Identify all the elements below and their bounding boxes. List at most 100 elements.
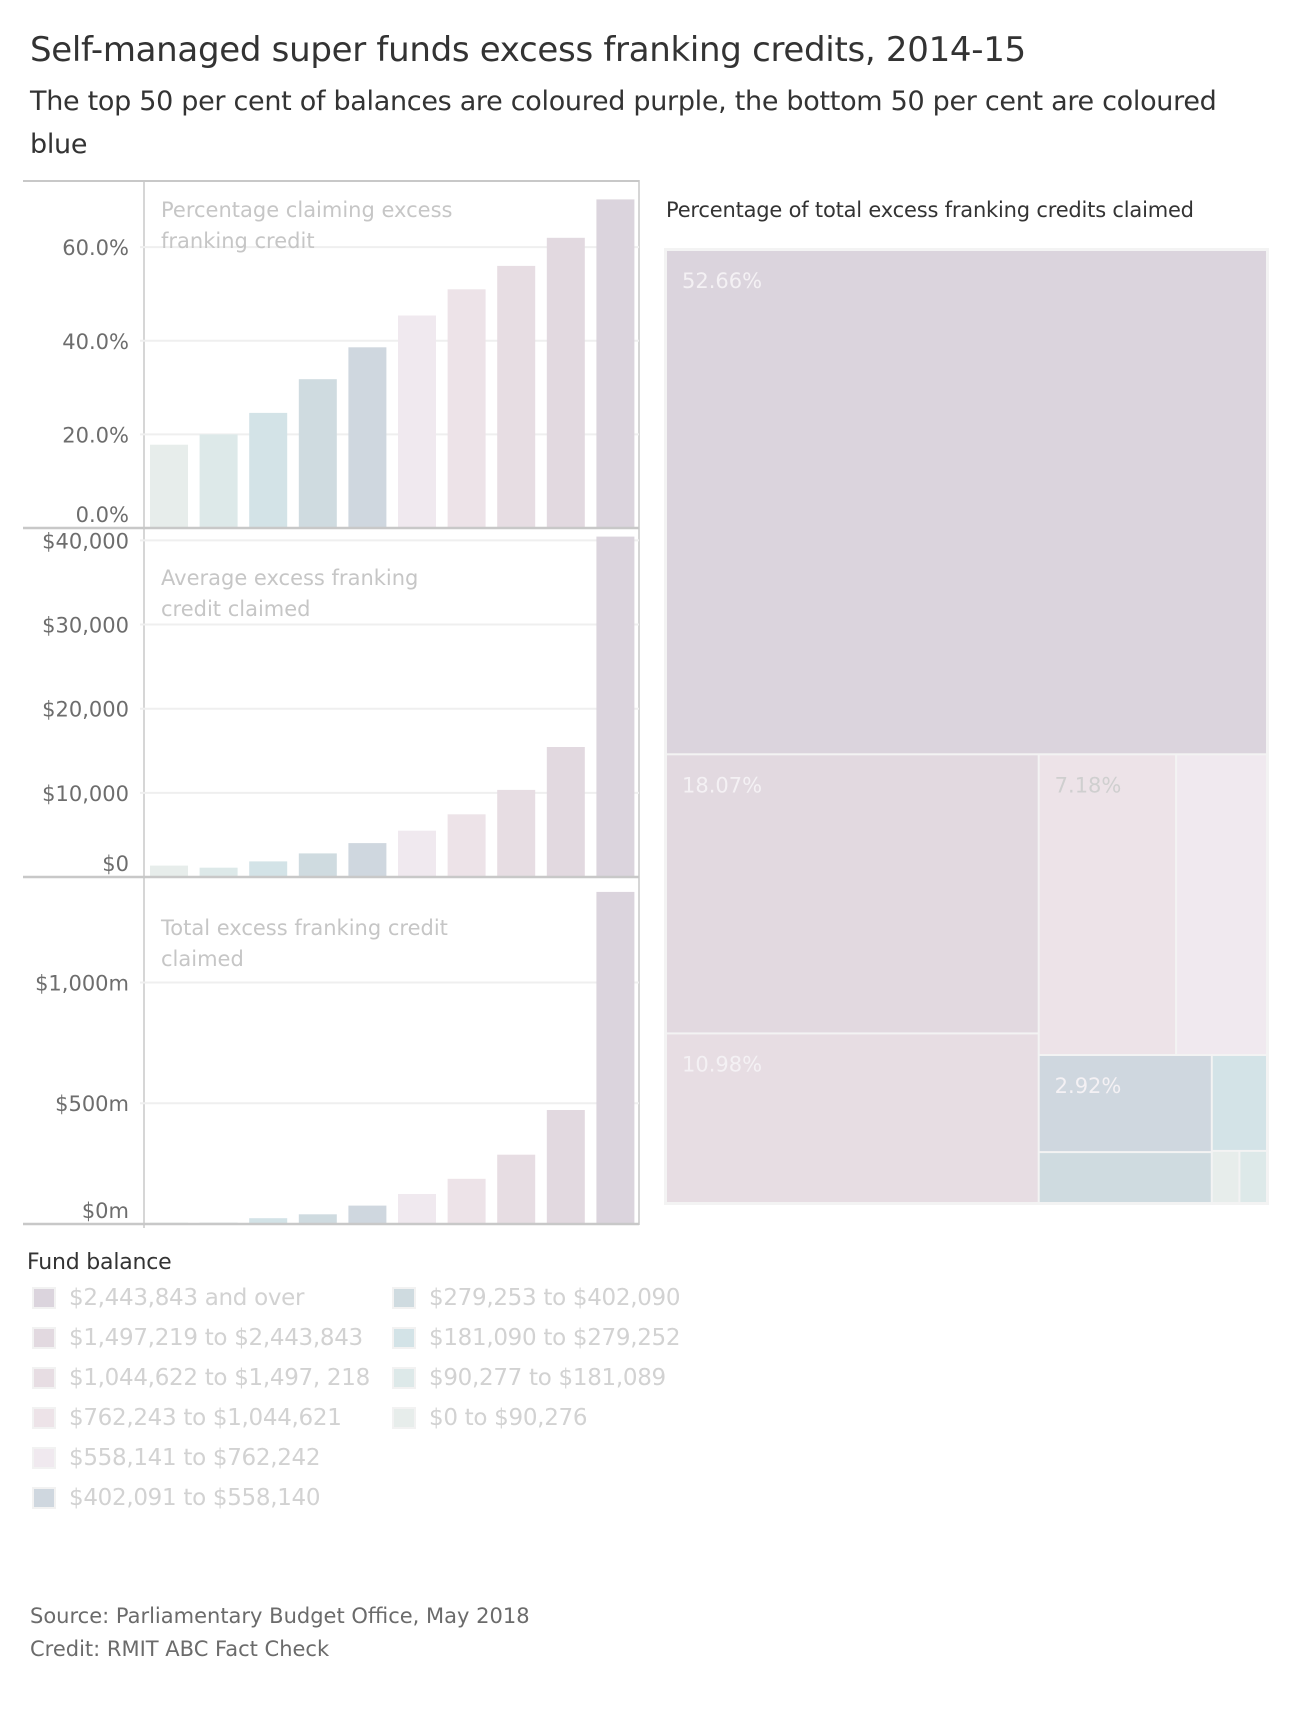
- legend-label: $1,497,219 to $2,443,843: [69, 1325, 363, 1351]
- treemap-rect[interactable]: [1039, 755, 1176, 1054]
- legend-swatch: [32, 1327, 56, 1349]
- panel-title-line: credit claimed: [161, 597, 311, 621]
- bar[interactable]: [398, 315, 436, 529]
- bar[interactable]: [199, 434, 238, 528]
- legend-item[interactable]: $762,243 to $1,044,621: [32, 1403, 342, 1433]
- y-tick-label: $1,000m: [35, 971, 129, 995]
- bar[interactable]: [298, 1214, 337, 1224]
- treemap-cell: [1212, 1151, 1239, 1202]
- bar[interactable]: [249, 1218, 288, 1224]
- legend-item[interactable]: $402,091 to $558,140: [32, 1483, 321, 1513]
- bar[interactable]: [398, 830, 436, 877]
- bar[interactable]: [546, 1110, 585, 1224]
- legend-swatch: [32, 1407, 56, 1429]
- treemap-label: 7.18%: [1055, 773, 1122, 797]
- legend-label: $402,091 to $558,140: [69, 1485, 321, 1511]
- bar[interactable]: [447, 1178, 486, 1224]
- legend-item[interactable]: $2,443,843 and over: [32, 1283, 304, 1313]
- bar[interactable]: [348, 347, 387, 528]
- legend-swatch: [392, 1327, 416, 1349]
- treemap-rect[interactable]: [1039, 1056, 1211, 1152]
- chart-frame: [23, 180, 640, 1228]
- treemap-rect[interactable]: [667, 251, 1266, 754]
- treemap-rect[interactable]: [667, 755, 1038, 1033]
- y-tick-label: $0m: [82, 1199, 129, 1223]
- bar[interactable]: [150, 865, 188, 877]
- y-tick-label: 20.0%: [62, 423, 129, 447]
- bar[interactable]: [497, 1154, 536, 1224]
- legend-swatch: [32, 1447, 56, 1469]
- legend-label: $762,243 to $1,044,621: [69, 1405, 342, 1431]
- legend-label: $1,044,622 to $1,497, 218: [69, 1365, 370, 1391]
- legend-swatch: [32, 1487, 56, 1509]
- y-tick-label: 0.0%: [76, 503, 129, 527]
- y-tick-label: $10,000: [42, 782, 129, 806]
- bar[interactable]: [298, 379, 337, 528]
- y-tick-label: 40.0%: [62, 330, 129, 354]
- treemap-cell: [1177, 755, 1266, 1054]
- bar[interactable]: [348, 843, 387, 877]
- legend-swatch: [392, 1407, 416, 1429]
- footer-credit: Credit: RMIT ABC Fact Check: [30, 1637, 330, 1661]
- bar[interactable]: [150, 444, 188, 528]
- y-tick-label: 60.0%: [62, 236, 129, 260]
- bar[interactable]: [298, 853, 337, 877]
- y-tick-label: $30,000: [42, 614, 129, 638]
- bar-chart-panel-1: 0.0% 20.0% 40.0% 60.0% Percentage claiming e…: [23, 198, 639, 530]
- legend-item[interactable]: $1,497,219 to $2,443,843: [32, 1323, 363, 1353]
- bar[interactable]: [249, 861, 288, 877]
- panel-title-line: franking credit: [161, 229, 315, 253]
- bar[interactable]: [447, 814, 486, 877]
- y-tick-label: $500m: [55, 1092, 129, 1116]
- treemap-label: 18.07%: [682, 773, 762, 797]
- bar[interactable]: [596, 536, 635, 877]
- legend-item[interactable]: $0 to $90,276: [392, 1403, 588, 1433]
- treemap-rect[interactable]: [1240, 1151, 1266, 1202]
- treemap-rect[interactable]: [1212, 1056, 1266, 1150]
- treemap-cell: 7.18%: [1039, 755, 1176, 1054]
- treemap: 52.66% 18.07% 10.98% 7.18% 2.92%: [664, 248, 1269, 1205]
- treemap-cell: [1240, 1151, 1266, 1202]
- legend-swatch: [32, 1287, 56, 1309]
- bar[interactable]: [546, 747, 585, 877]
- treemap-cell: [1212, 1056, 1266, 1150]
- legend-item[interactable]: $558,141 to $762,242: [32, 1443, 321, 1473]
- bar[interactable]: [398, 1194, 436, 1224]
- legend-title: Fund balance: [27, 1250, 172, 1275]
- chart-title: Self-managed super funds excess franking…: [30, 30, 1026, 70]
- bar[interactable]: [497, 789, 536, 877]
- legend-label: $2,443,843 and over: [69, 1285, 305, 1311]
- panel-title-line: claimed: [161, 947, 244, 971]
- bar[interactable]: [596, 199, 635, 528]
- y-tick-label: $20,000: [42, 698, 129, 722]
- bar[interactable]: [199, 867, 238, 877]
- treemap-cell: 2.92%: [1039, 1056, 1211, 1152]
- legend-label: $181,090 to $279,252: [429, 1325, 681, 1351]
- legend-swatch: [392, 1367, 416, 1389]
- legend-item[interactable]: $279,253 to $402,090: [392, 1283, 681, 1313]
- legend-swatch: [392, 1287, 416, 1309]
- y-tick-label: $0: [102, 852, 129, 876]
- treemap-rect[interactable]: [667, 1034, 1038, 1202]
- treemap-label: 52.66%: [682, 269, 762, 293]
- bar[interactable]: [447, 289, 486, 528]
- footer-source: Source: Parliamentary Budget Office, May…: [30, 1604, 530, 1628]
- panel-title-line: Total excess franking credit: [160, 916, 448, 940]
- panel-title-line: Percentage claiming excess: [161, 198, 452, 222]
- treemap-rect[interactable]: [1212, 1151, 1239, 1202]
- bar[interactable]: [546, 237, 585, 529]
- treemap-rect[interactable]: [1177, 755, 1266, 1054]
- bar[interactable]: [348, 1205, 387, 1224]
- treemap-cell: [1039, 1153, 1211, 1202]
- legend-item[interactable]: $90,277 to $181,089: [392, 1363, 666, 1393]
- bar-charts: 0.0% 20.0% 40.0% 60.0% Percentage claiming e…: [23, 180, 640, 1228]
- bar[interactable]: [249, 412, 288, 528]
- bar[interactable]: [596, 891, 635, 1224]
- treemap-label: 10.98%: [682, 1052, 762, 1076]
- bar[interactable]: [497, 265, 536, 528]
- legend-item[interactable]: $1,044,622 to $1,497, 218: [32, 1363, 370, 1393]
- legend-item[interactable]: $181,090 to $279,252: [392, 1323, 681, 1353]
- legend-label: $279,253 to $402,090: [429, 1285, 681, 1311]
- treemap-cell: 18.07%: [667, 755, 1038, 1033]
- treemap-rect[interactable]: [1039, 1153, 1211, 1202]
